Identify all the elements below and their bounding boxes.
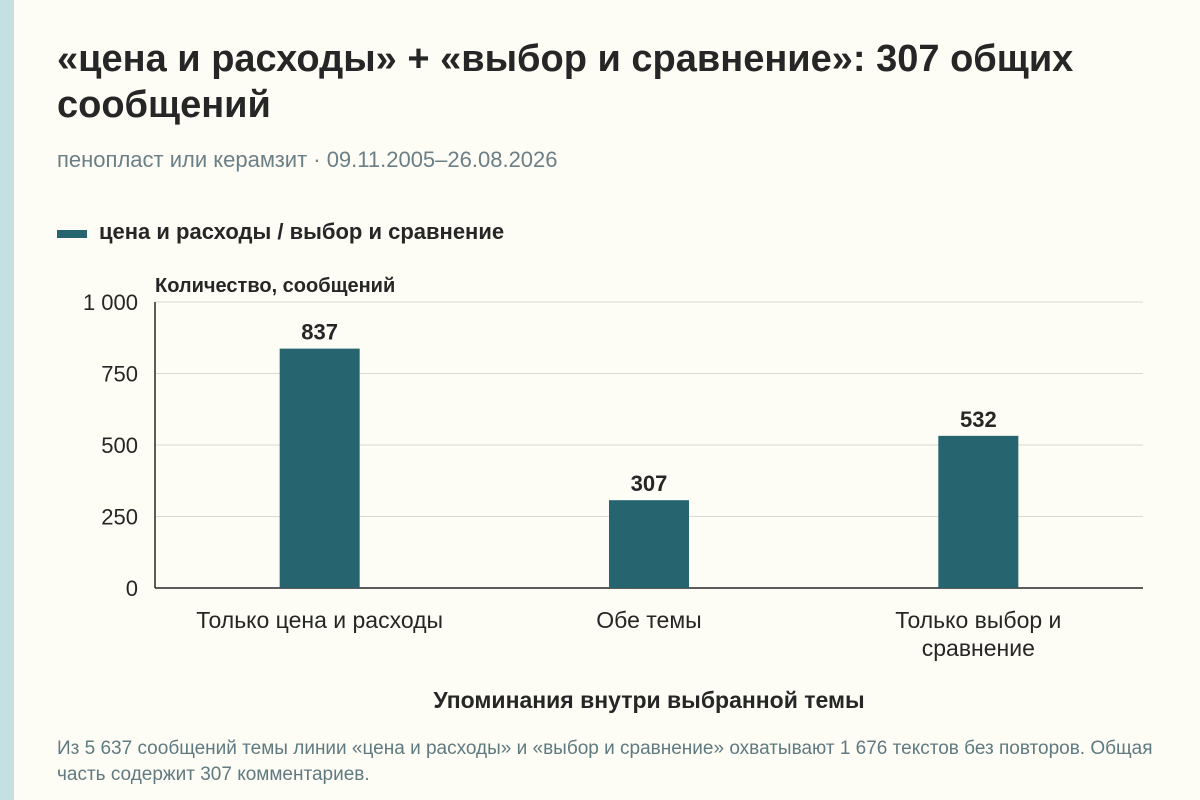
legend-label: цена и расходы / выбор и сравнение [99, 219, 505, 244]
bar-value-label: 532 [960, 407, 997, 432]
bar-chart: 0 250 500 750 1 000 Количество, сообщений 837 Т… [83, 275, 1143, 713]
y-axis-label: Количество, сообщений [155, 275, 395, 297]
accent-bar [0, 0, 14, 800]
x-tick-label: сравнение [922, 635, 1035, 661]
footnote: Из 5 637 сообщений темы линии «цена и ра… [57, 738, 1153, 785]
y-tick-label: 750 [101, 362, 138, 387]
bar-value-label: 307 [631, 471, 668, 496]
y-tick-label: 1 000 [83, 290, 138, 315]
y-tick-label: 250 [101, 505, 138, 530]
chart-subtitle: пенопласт или керамзит · 09.11.2005–26.0… [57, 147, 558, 172]
x-tick-label: Обе темы [596, 607, 701, 633]
y-tick-label: 0 [126, 576, 138, 601]
bar [938, 435, 1019, 588]
bar [609, 500, 689, 588]
bar-value-label: 837 [301, 320, 338, 345]
legend-swatch [57, 229, 87, 238]
x-tick-label: Только выбор и [895, 607, 1061, 633]
y-tick-label: 500 [101, 433, 138, 458]
x-tick-label: Только цена и расходы [196, 607, 443, 633]
legend: цена и расходы / выбор и сравнение [57, 219, 504, 245]
bar [279, 348, 360, 588]
chart-title: «цена и расходы» + «выбор и сравнение»: … [57, 38, 1074, 126]
x-axis-label: Упоминания внутри выбранной темы [433, 687, 864, 713]
